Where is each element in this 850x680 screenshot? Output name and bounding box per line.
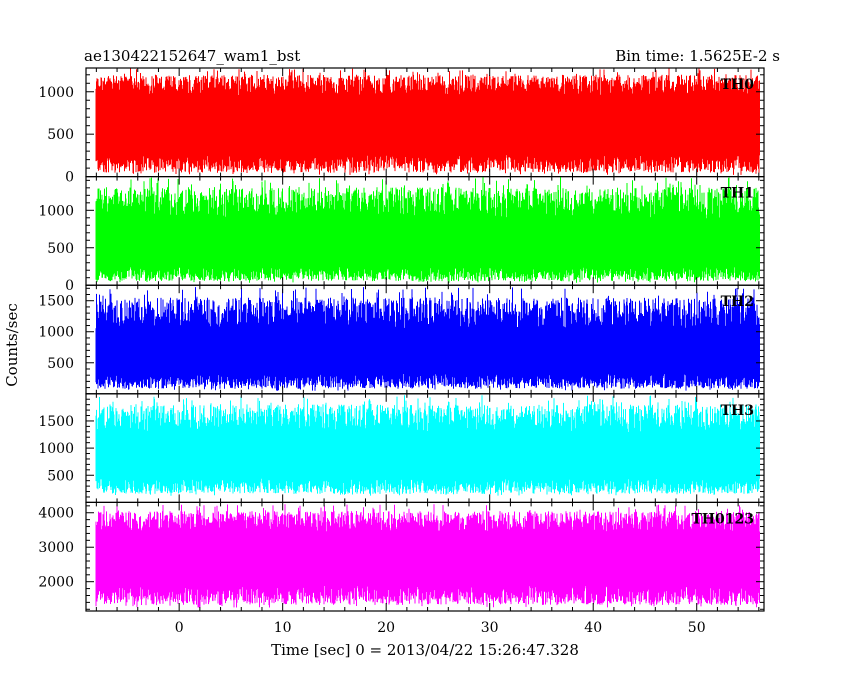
series-th3 [95,395,760,496]
series-th2 [95,287,760,391]
x-axis-label: Time [sec] 0 = 2013/04/22 15:26:47.328 [271,641,579,659]
y-tick-label: 0 [65,278,74,294]
x-tick-label: 0 [175,620,184,636]
plot-title: ae130422152647_wam1_bst [84,47,300,65]
y-tick-label: 4000 [38,506,74,522]
y-tick-label: 1000 [38,441,74,457]
y-tick-label: 1000 [38,203,74,219]
panel-frame [85,501,765,612]
x-tick-label: 50 [688,620,706,636]
series-th1 [95,177,760,283]
y-tick-label: 1000 [38,85,74,101]
panel-th3: 500 1000 1500 TH3 [38,393,765,503]
y-tick-label: 1500 [38,294,74,310]
y-tick-label: 0 [65,170,74,186]
y-tick-label: 3000 [38,540,74,556]
y-tick-label: 500 [47,468,74,484]
y-tick-label: 1500 [38,414,74,430]
x-tick-label: 30 [481,620,499,636]
y-tick-label: 500 [47,356,74,372]
panel-label-th1: TH1 [721,186,754,202]
y-tick-label: 1000 [38,325,74,341]
y-tick-label: 500 [47,127,74,143]
series-th0 [95,68,760,175]
x-tick-label: 10 [274,620,292,636]
x-tick-label: 40 [584,620,602,636]
panel-th0: 0 500 1000 TH0 [38,67,765,186]
y-tick-label: 2000 [38,575,74,591]
bin-time-label: Bin time: 1.5625E-2 s [615,47,780,65]
panel-th2: 500 1000 1500 TH2 [38,284,765,395]
series-th0123 [95,504,760,608]
panel-th1: 0 500 1000 TH1 [38,176,765,294]
panel-label-th3: TH3 [721,403,754,419]
panel-th0123: 2000 3000 4000 TH0123 [38,501,765,612]
y-axis-label: Counts/sec [3,303,21,387]
panel-label-th0123: TH0123 [691,511,754,527]
x-tick-label: 20 [377,620,395,636]
y-tick-label: 500 [47,241,74,257]
panel-label-th2: TH2 [721,294,754,310]
panel-label-th0: TH0 [721,77,755,93]
